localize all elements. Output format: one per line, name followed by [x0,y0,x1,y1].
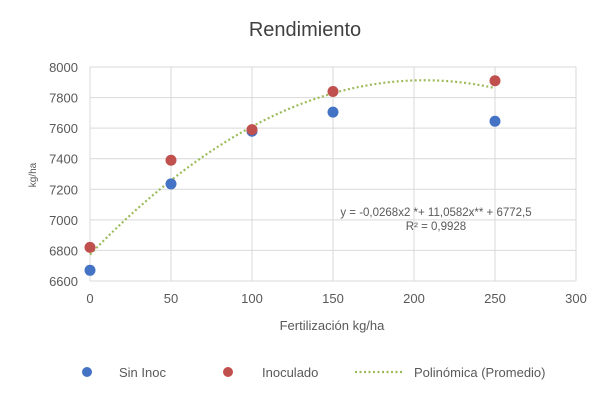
data-point-inoculado [84,241,96,253]
trendline-r2: R² = 0,9928 [406,221,466,233]
legend: Sin Inoc Inoculado Polinómica (Promedio) [82,365,546,380]
legend-label-inoculado: Inoculado [262,365,318,380]
gridlines [89,66,577,282]
legend-label-polin-mica-promedio: Polinómica (Promedio) [414,365,546,380]
y-tick-label: 6600 [49,274,78,289]
y-tick-label: 7600 [49,121,78,136]
y-tick-labels: 6600 6800 7000 7200 7400 7600 7800 8000 [49,60,78,289]
data-point-sin-inoc [327,106,339,118]
x-tick-label: 200 [403,291,425,306]
trendline-equation: y = -0,0268x2 *+ 11,0582x** + 6772,5 [340,207,531,219]
data-point-sin-inoc [165,178,177,190]
y-tick-label: 7200 [49,182,78,197]
y-tick-label: 7000 [49,213,78,228]
legend-marker-inoculado [223,367,233,377]
data-point-inoculado [327,85,339,97]
x-tick-label: 300 [565,291,587,306]
x-tick-labels: 0 50 100 150 200 250 300 [86,291,586,306]
x-axis-label: Fertilización kg/ha [280,318,386,333]
data-point-sin-inoc [489,115,501,127]
data-points [84,75,501,276]
legend-label-sin-inoc: Sin Inoc [119,365,166,380]
data-point-inoculado [165,154,177,166]
x-tick-label: 0 [86,291,93,306]
x-tick-label: 150 [322,291,344,306]
y-tick-label: 7800 [49,91,78,106]
trendline [89,79,496,256]
data-point-sin-inoc [84,264,96,276]
data-point-inoculado [246,124,258,136]
y-tick-label: 6800 [49,243,78,258]
legend-marker-sin-inoc [82,367,92,377]
y-tick-label: 8000 [49,60,78,75]
chart-title: Rendimiento [249,19,361,41]
y-tick-label: 7400 [49,152,78,167]
data-point-inoculado [489,75,501,87]
x-tick-label: 100 [241,291,263,306]
x-tick-label: 250 [484,291,506,306]
x-tick-label: 50 [164,291,178,306]
y-axis-label: kg/ha [28,162,39,187]
